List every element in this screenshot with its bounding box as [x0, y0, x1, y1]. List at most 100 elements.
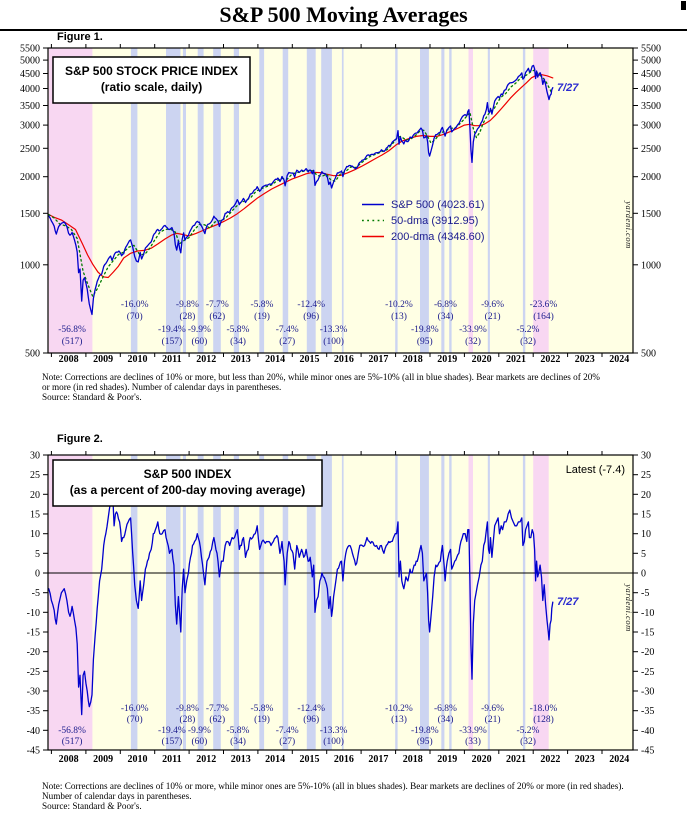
y-axis-label-right: -10 — [641, 608, 654, 619]
correction-band — [395, 455, 398, 750]
x-axis-year-label: 2024 — [609, 354, 629, 365]
y-axis-label-left: 4500 — [20, 69, 40, 80]
correction-band — [522, 455, 526, 750]
correction-band — [182, 455, 186, 750]
bear-market-band — [468, 48, 473, 353]
legend-label-1: 50-dma (3912.95) — [391, 215, 478, 227]
decline-annotation-pct: -7.4% — [276, 726, 299, 736]
correction-band — [441, 48, 445, 353]
chart-title-line2: (ratio scale, daily) — [101, 80, 202, 94]
x-axis-year-label: 2020 — [472, 754, 492, 765]
decline-annotation-days: (13) — [391, 714, 407, 725]
watermark: yardeni.com — [624, 200, 634, 248]
decline-annotation-pct: -19.4% — [158, 726, 186, 736]
x-axis-year-label: 2014 — [265, 354, 285, 365]
y-axis-label-right: -45 — [641, 746, 654, 757]
x-axis-year-label: 2019 — [437, 354, 457, 365]
y-axis-label-right: 20 — [641, 490, 651, 501]
correction-band — [197, 48, 204, 353]
correction-band — [341, 455, 344, 750]
decline-annotation-days: (100) — [323, 736, 344, 747]
y-axis-label-right: 10 — [641, 529, 651, 540]
decline-annotation-pct: -16.0% — [121, 300, 149, 310]
correction-band — [420, 48, 429, 353]
y-axis-label-left: -20 — [27, 647, 40, 658]
correction-band — [341, 48, 344, 353]
figure1-chart: 500 500 1000 1000 1500 1500 2000 2000 2500 2500 30… — [20, 44, 661, 366]
decline-annotation-days: (32) — [520, 336, 536, 347]
y-axis-label-right: -15 — [641, 628, 654, 639]
correction-band — [487, 48, 490, 353]
y-axis-label-right: -20 — [641, 647, 654, 658]
y-axis-label-left: -10 — [27, 608, 40, 619]
x-axis-year-label: 2020 — [472, 354, 492, 365]
decline-annotation-pct: -13.3% — [320, 726, 348, 736]
watermark: yardeni.com — [624, 583, 634, 631]
decline-annotation-days: (19) — [254, 714, 270, 725]
decline-annotation-days: (27) — [279, 736, 295, 747]
decline-annotation-days: (62) — [209, 311, 225, 322]
y-axis-label-left: 2500 — [20, 144, 40, 155]
y-axis-label-left: 500 — [25, 349, 40, 360]
correction-band — [306, 455, 316, 750]
200-dma-line — [48, 74, 554, 279]
x-axis-year-label: 2017 — [368, 354, 388, 365]
decline-annotation-pct: -10.2% — [385, 704, 413, 714]
y-axis-label-left: -30 — [27, 687, 40, 698]
decline-annotation-days: (100) — [323, 336, 344, 347]
y-axis-label-left: -40 — [27, 726, 40, 737]
decline-annotation-days: (19) — [254, 311, 270, 322]
y-axis-label-right: -25 — [641, 667, 654, 678]
decline-annotation-days: (96) — [303, 714, 319, 725]
decline-annotation-pct: -33.9% — [459, 325, 487, 335]
decline-annotation-days: (32) — [465, 336, 481, 347]
y-axis-label-right: 3500 — [641, 101, 661, 112]
x-axis-year-label: 2015 — [300, 754, 320, 765]
decline-annotation-days: (34) — [438, 714, 454, 725]
x-axis-year-label: 2014 — [265, 754, 285, 765]
correction-band — [449, 48, 452, 353]
correction-band — [259, 455, 265, 750]
decline-annotation-days: (34) — [438, 311, 454, 322]
y-axis-label-left: 20 — [30, 490, 40, 501]
x-axis-year-label: 2023 — [575, 354, 595, 365]
figure1-label: Figure 1. — [57, 31, 103, 43]
chart-title-box — [52, 459, 323, 507]
y-axis-label-left: 1000 — [20, 260, 40, 271]
x-axis-year-label: 2012 — [196, 754, 216, 765]
decline-annotation-pct: -9.6% — [481, 704, 504, 714]
y-axis-label-left: 15 — [30, 510, 40, 521]
y-axis-label-left: 1500 — [20, 209, 40, 220]
x-axis-year-label: 2021 — [506, 754, 526, 765]
y-axis-label-right: 0 — [641, 569, 646, 580]
correction-band — [282, 455, 289, 750]
decline-annotation-days: (13) — [391, 311, 407, 322]
y-axis-label-left: 4000 — [20, 84, 40, 95]
y-axis-label-right: 2000 — [641, 172, 661, 183]
x-axis-year-label: 2008 — [59, 754, 79, 765]
correction-band — [213, 455, 221, 750]
note-line: Source: Standard & Poor's. — [42, 392, 142, 402]
x-axis-year-label: 2021 — [506, 354, 526, 365]
x-axis-year-label: 2013 — [231, 754, 251, 765]
correction-band — [487, 455, 490, 750]
correction-band — [213, 48, 221, 353]
decline-annotation-pct: -12.4% — [297, 704, 325, 714]
decline-annotation-pct: -10.2% — [385, 300, 413, 310]
decline-annotation-pct: -23.6% — [530, 300, 558, 310]
x-axis-year-label: 2019 — [437, 754, 457, 765]
decline-annotation-days: (21) — [485, 714, 501, 725]
correction-band — [182, 48, 186, 353]
chart-title-box — [52, 56, 251, 104]
decline-annotation-days: (60) — [191, 736, 207, 747]
decline-annotation-days: (34) — [230, 336, 246, 347]
note-line: or more (in red shades). Number of calen… — [42, 382, 282, 392]
decline-annotation-pct: -12.4% — [297, 300, 325, 310]
plot-frame — [47, 47, 634, 354]
decline-annotation-days: (21) — [485, 311, 501, 322]
y-axis-label-right: 5500 — [641, 44, 661, 55]
correction-band — [321, 48, 332, 353]
decline-annotation-pct: -5.8% — [251, 704, 274, 714]
decline-annotation-days: (33) — [465, 736, 481, 747]
